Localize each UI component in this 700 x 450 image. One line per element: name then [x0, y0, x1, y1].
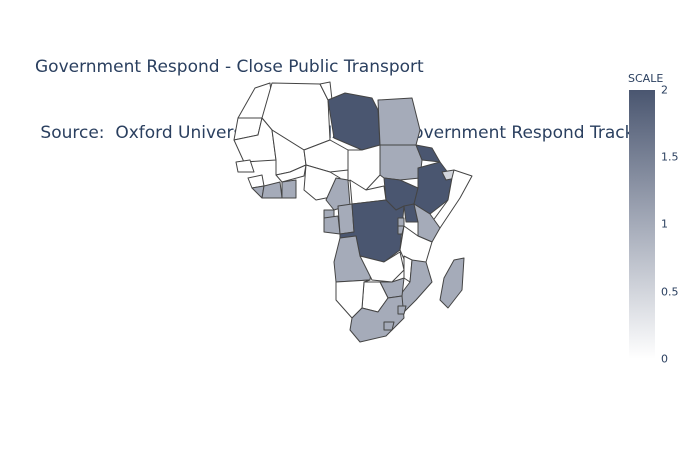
country-republic-of-the-congo[interactable]: [337, 203, 355, 235]
colorbar-tick-1: 1: [661, 217, 668, 231]
country-chad[interactable]: [347, 144, 381, 191]
country-burkina-faso[interactable]: [275, 164, 307, 183]
colorbar-tick-0: 0: [661, 352, 668, 366]
colorbar-tick-2: 2: [661, 83, 668, 97]
country-swaziland[interactable]: [397, 305, 407, 315]
country-ethiopia[interactable]: [413, 161, 453, 215]
country-mozambique[interactable]: [397, 259, 433, 315]
country-ivory-coast[interactable]: [261, 181, 283, 199]
country-rwanda[interactable]: [397, 217, 405, 227]
country-lesotho[interactable]: [383, 321, 395, 331]
title-line-1: Government Respond - Close Public Transp…: [35, 57, 424, 77]
country-senegal[interactable]: [235, 159, 255, 173]
colorbar-tick-1-5: 1.5: [661, 150, 679, 164]
colorbar-tick-0-5: 0.5: [661, 285, 679, 299]
country-egypt[interactable]: [377, 97, 421, 146]
country-madagascar[interactable]: [439, 257, 465, 309]
country-gabon[interactable]: [323, 215, 341, 235]
country-libya[interactable]: [327, 92, 381, 151]
colorbar-gradient: [629, 90, 655, 359]
country-layer: [233, 81, 473, 343]
country-sudan[interactable]: [379, 144, 423, 181]
country-ghana[interactable]: [281, 179, 297, 199]
colorbar-title: SCALE: [628, 72, 664, 85]
